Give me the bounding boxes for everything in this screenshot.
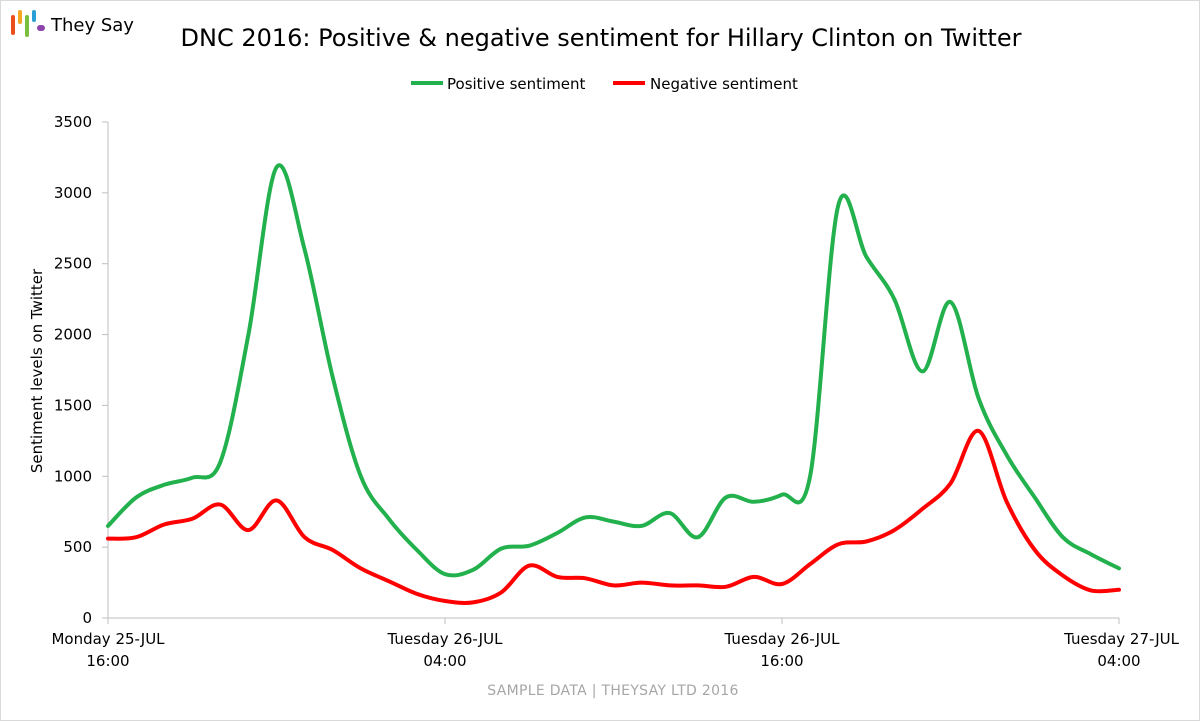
brand-name: They Say bbox=[50, 15, 134, 36]
y-tick-label: 2000 bbox=[54, 326, 92, 344]
x-tick-label: 16:00 bbox=[86, 652, 129, 670]
y-tick-label: 3000 bbox=[54, 184, 92, 202]
legend-label-negative: Negative sentiment bbox=[650, 75, 798, 93]
footer-credit: SAMPLE DATA | THEYSAY LTD 2016 bbox=[487, 683, 738, 699]
logo-bar-1 bbox=[11, 15, 15, 35]
x-tick-label: 04:00 bbox=[423, 652, 466, 670]
chart-title: DNC 2016: Positive & negative sentiment … bbox=[181, 24, 1022, 52]
y-tick-label: 2500 bbox=[54, 255, 92, 273]
y-axis: 0 500 1000 1500 2000 2500 3000 3500 bbox=[54, 113, 109, 627]
logo-bar-5 bbox=[37, 25, 45, 31]
y-axis-label: Sentiment levels on Twitter bbox=[28, 268, 46, 473]
x-tick-label: 04:00 bbox=[1097, 652, 1140, 670]
x-axis: Monday 25-JUL 16:00 Tuesday 26-JUL 04:00 Tue… bbox=[51, 617, 1180, 670]
series-line-negative bbox=[106, 428, 1121, 605]
x-tick-label: 16:00 bbox=[760, 652, 803, 670]
x-tick-label: Tuesday 27-JUL bbox=[1063, 630, 1180, 648]
logo-bar-3 bbox=[25, 15, 29, 37]
y-tick-label: 3500 bbox=[54, 113, 92, 131]
legend: Positive sentiment Negative sentiment bbox=[411, 75, 798, 93]
y-tick-label: 1500 bbox=[54, 396, 92, 414]
y-tick-label: 500 bbox=[63, 538, 92, 556]
series-line-positive bbox=[106, 163, 1121, 578]
series-group bbox=[106, 163, 1121, 605]
x-tick-label: Tuesday 26-JUL bbox=[387, 630, 504, 648]
brand-logo bbox=[11, 10, 45, 37]
x-tick-label: Tuesday 26-JUL bbox=[724, 630, 841, 648]
legend-label-positive: Positive sentiment bbox=[447, 75, 586, 93]
y-tick-label: 1000 bbox=[54, 467, 92, 485]
logo-bar-2 bbox=[18, 10, 22, 24]
x-tick-label: Monday 25-JUL bbox=[51, 630, 165, 648]
logo-bar-4 bbox=[32, 10, 36, 22]
y-tick-label: 0 bbox=[82, 609, 92, 627]
